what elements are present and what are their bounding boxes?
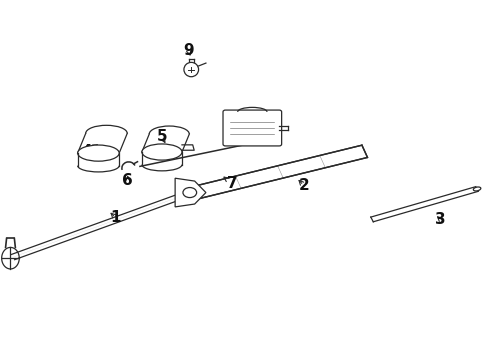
Text: 4: 4 bbox=[81, 144, 98, 159]
Text: 3: 3 bbox=[435, 212, 446, 227]
Text: 9: 9 bbox=[183, 44, 194, 58]
Ellipse shape bbox=[77, 145, 119, 161]
Ellipse shape bbox=[473, 187, 481, 191]
Ellipse shape bbox=[184, 62, 198, 77]
FancyBboxPatch shape bbox=[223, 110, 282, 146]
Polygon shape bbox=[194, 145, 368, 199]
Text: 8: 8 bbox=[254, 124, 265, 139]
Text: 6: 6 bbox=[122, 172, 133, 188]
Text: 2: 2 bbox=[298, 178, 309, 193]
Text: 5: 5 bbox=[157, 130, 167, 144]
Text: 7: 7 bbox=[224, 176, 238, 191]
Text: 1: 1 bbox=[110, 210, 121, 225]
Polygon shape bbox=[175, 178, 206, 207]
Ellipse shape bbox=[142, 144, 182, 160]
